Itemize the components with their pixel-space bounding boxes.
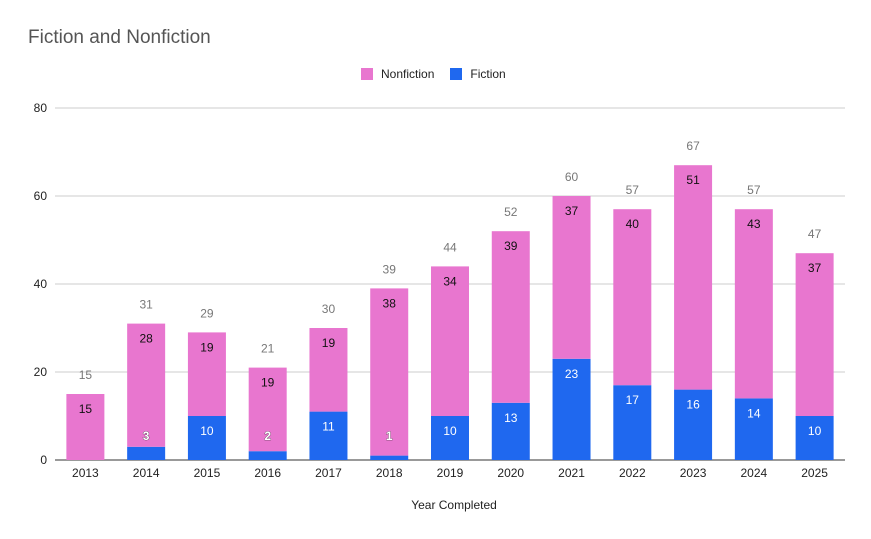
bar-nonfiction-2021 [552,196,591,359]
x-tick-label-2019: 2019 [437,466,464,480]
bar-nonfiction-2020 [491,231,530,403]
total-label-2021: 60 [565,170,579,184]
x-tick-label-2015: 2015 [194,466,221,480]
bar-fiction-2023 [674,389,713,460]
total-label-2013: 15 [79,368,93,382]
data-label-fiction-2020: 13 [504,411,518,425]
data-label-nonfiction-2016: 19 [261,376,275,390]
total-label-2023: 67 [686,139,700,153]
y-tick-label-20: 20 [34,365,48,379]
total-label-2025: 47 [808,227,822,241]
bar-fiction-2019 [431,416,469,460]
legend-swatch-fiction [450,68,463,80]
data-label-nonfiction-2018: 38 [383,296,397,310]
y-tick-label-0: 0 [40,453,47,467]
data-label-nonfiction-2015: 19 [200,340,214,354]
data-label-nonfiction-2014: 28 [139,332,153,346]
data-label-nonfiction-2024: 43 [747,217,761,231]
bar-nonfiction-2025 [795,253,834,416]
data-label-fiction-2014: 3 [143,429,150,443]
x-tick-label-2024: 2024 [740,466,767,480]
bar-fiction-2024 [734,398,773,460]
legend-swatch-nonfiction [361,68,373,80]
total-label-2017: 30 [322,302,336,316]
x-tick-label-2025: 2025 [801,466,828,480]
total-label-2015: 29 [200,306,214,320]
x-tick-label-2022: 2022 [619,466,646,480]
bar-nonfiction-2018 [370,288,409,456]
chart-title: Fiction and Nonfiction [28,27,211,48]
data-label-nonfiction-2025: 37 [808,261,822,275]
data-label-fiction-2018: 1 [386,429,393,443]
total-label-2024: 57 [747,183,761,197]
total-label-2019: 44 [443,240,457,254]
y-tick-label-60: 60 [34,189,48,203]
legend-item-nonfiction[interactable]: Nonfiction [361,67,434,81]
y-tick-label-80: 80 [34,101,48,115]
bar-nonfiction-2016 [248,367,287,452]
data-label-fiction-2016: 2 [264,429,271,443]
total-label-2018: 39 [383,262,397,276]
legend-label-fiction: Fiction [470,67,506,81]
bar-fiction-2014 [127,446,166,460]
x-tick-label-2023: 2023 [680,466,707,480]
data-label-fiction-2015: 10 [200,424,214,438]
x-tick-label-2014: 2014 [133,466,160,480]
data-label-nonfiction-2017: 19 [322,336,336,350]
bar-fiction-2017 [309,411,348,460]
data-label-nonfiction-2023: 51 [686,173,700,187]
x-tick-label-2013: 2013 [72,466,99,480]
bar-fiction-2016 [248,451,287,460]
total-label-2020: 52 [504,205,518,219]
bar-nonfiction-2023 [674,165,713,390]
bar-nonfiction-2017 [309,328,348,412]
bar-nonfiction-2014 [127,323,166,447]
data-label-fiction-2017: 11 [322,420,335,434]
bar-nonfiction-2022 [613,209,652,386]
data-label-nonfiction-2020: 39 [504,239,518,253]
data-label-fiction-2024: 14 [747,406,761,420]
bar-nonfiction-2013 [66,394,105,460]
bar-fiction-2022 [613,385,652,460]
data-label-nonfiction-2019: 34 [443,274,457,288]
total-label-2014: 31 [139,298,153,312]
data-label-fiction-2019: 10 [443,424,457,438]
data-label-nonfiction-2013: 15 [79,402,93,416]
bar-fiction-2025 [795,416,834,460]
x-tick-label-2016: 2016 [254,466,281,480]
bar-nonfiction-2024 [734,209,773,399]
total-label-2016: 21 [261,342,275,356]
y-tick-label-40: 40 [34,277,48,291]
bar-fiction-2021 [552,358,591,460]
bar-fiction-2015 [187,416,226,460]
x-tick-label-2017: 2017 [315,466,342,480]
data-label-fiction-2023: 16 [686,398,700,412]
legend-item-fiction[interactable]: Fiction [450,67,506,81]
bar-nonfiction-2019 [431,266,469,416]
x-tick-label-2020: 2020 [497,466,524,480]
total-label-2022: 57 [626,183,640,197]
data-label-fiction-2022: 17 [626,393,640,407]
x-axis-title: Year Completed [411,498,497,512]
legend-label-nonfiction: Nonfiction [381,67,435,81]
bar-fiction-2020 [491,402,530,460]
x-tick-label-2018: 2018 [376,466,403,480]
data-label-fiction-2021: 23 [565,367,579,381]
bar-nonfiction-2015 [187,332,226,416]
x-tick-label-2021: 2021 [558,466,585,480]
data-label-nonfiction-2021: 37 [565,204,579,218]
bar-fiction-2018 [370,455,409,460]
data-label-nonfiction-2022: 40 [626,217,640,231]
data-label-fiction-2025: 10 [808,424,822,438]
legend: Nonfiction Fiction [361,67,506,81]
